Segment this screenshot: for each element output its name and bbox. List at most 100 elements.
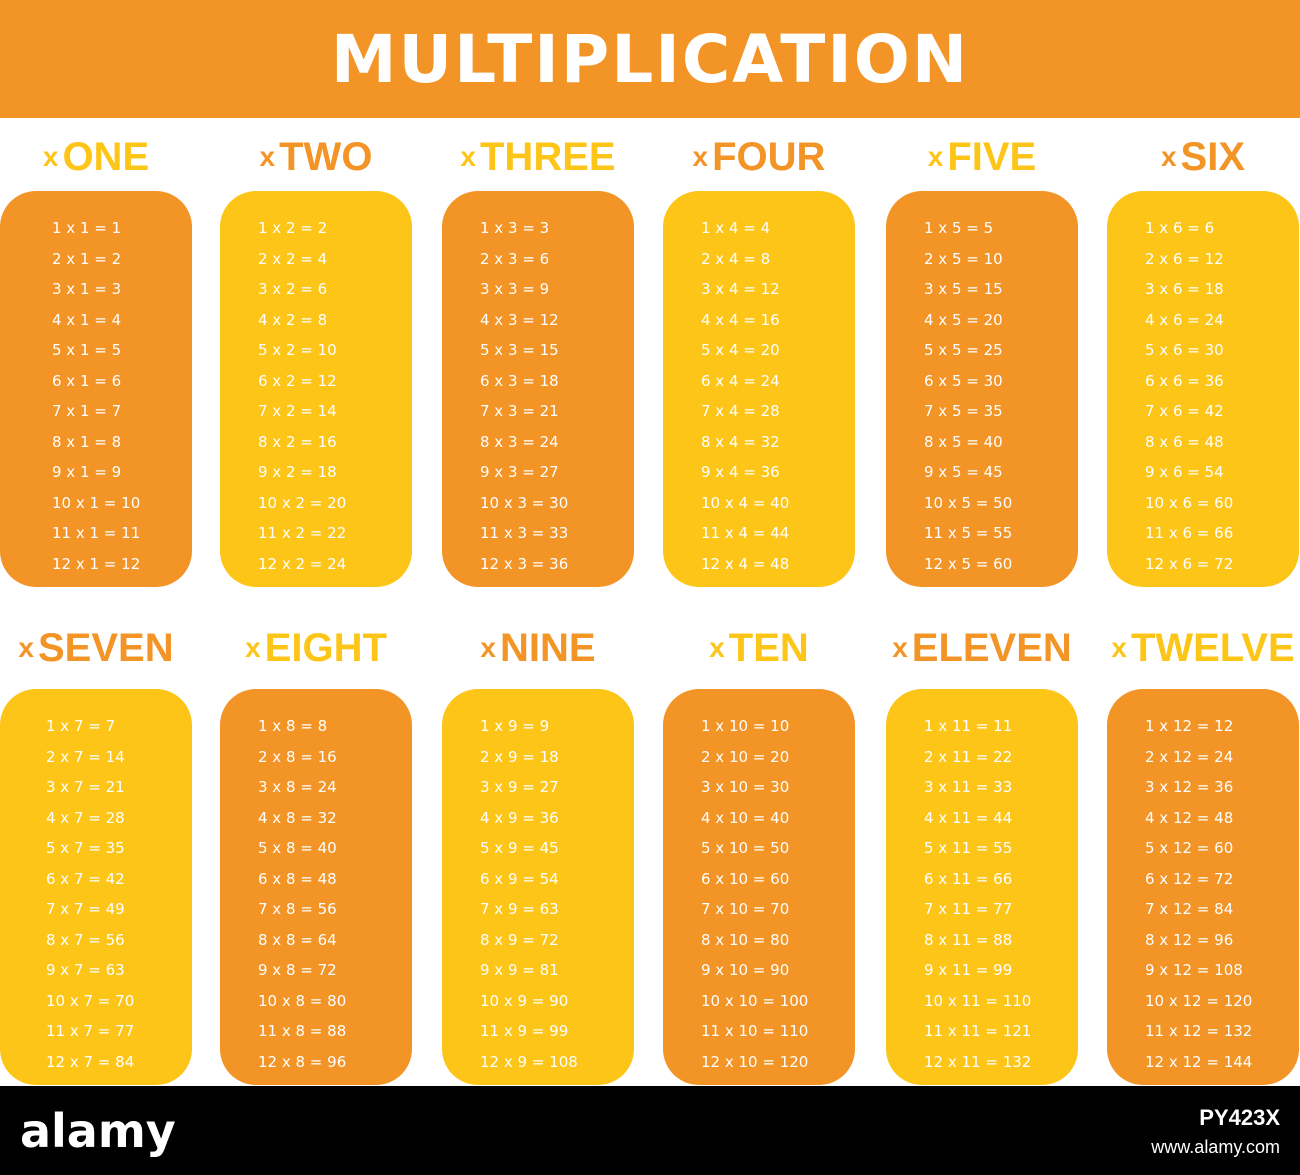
- fact-row: 4 x 2 = 8: [258, 310, 328, 329]
- table-word: SIX: [1180, 134, 1246, 179]
- fact-row: 5 x 8 = 40: [258, 839, 337, 857]
- times-sign: x: [480, 632, 496, 663]
- fact-row: 12 x 6 = 72: [1145, 554, 1234, 573]
- fact-row: 1 x 11 = 11: [924, 717, 1013, 735]
- table-card-five: 1 x 5 = 5 2 x 5 = 10 3 x 5 = 15 4 x 5 = 20 5…: [886, 191, 1078, 587]
- times-sign: x: [1160, 141, 1177, 172]
- fact-row: 9 x 6 = 54: [1145, 463, 1224, 481]
- table-word: THREE: [480, 134, 616, 179]
- page-title: MULTIPLICATION: [330, 20, 970, 98]
- table-card-twelve: 1 x 12 = 12 2 x 12 = 24 3 x 12 = 36 4 x 12 …: [1107, 689, 1299, 1085]
- table-heading-three: x THREE: [438, 127, 638, 187]
- fact-row: 3 x 8 = 24: [258, 778, 337, 796]
- fact-row: 6 x 7 = 42: [46, 869, 125, 888]
- table-card-eight: 1 x 8 = 8 2 x 8 = 16 3 x 8 = 24 4 x 8 = 32 5…: [220, 689, 412, 1085]
- fact-row: 2 x 2 = 4: [258, 249, 328, 268]
- fact-row: 6 x 8 = 48: [258, 869, 337, 888]
- image-id: PY423X: [1199, 1104, 1280, 1130]
- fact-row: 6 x 6 = 36: [1145, 371, 1224, 390]
- image-credit: PY423X www.alamy.com: [880, 1096, 1280, 1166]
- fact-row: 7 x 9 = 63: [480, 900, 559, 918]
- table-heading-four: x FOUR: [659, 127, 859, 187]
- fact-row: 8 x 8 = 64: [258, 930, 337, 949]
- fact-row: 10 x 9 = 90: [480, 991, 569, 1010]
- table-heading-six: x SIX: [1103, 127, 1300, 187]
- fact-row: 12 x 12 = 144: [1145, 1052, 1253, 1071]
- table-word: TWO: [279, 134, 373, 179]
- fact-row: 4 x 10 = 40: [701, 808, 790, 827]
- fact-row: 3 x 11 = 33: [924, 778, 1013, 796]
- fact-row: 7 x 4 = 28: [701, 402, 780, 420]
- fact-row: 2 x 7 = 14: [46, 747, 125, 766]
- table-word: FOUR: [712, 134, 826, 179]
- fact-row: 4 x 5 = 20: [924, 310, 1003, 329]
- fact-row: 5 x 7 = 35: [46, 839, 125, 857]
- fact-row: 12 x 3 = 36: [480, 554, 569, 573]
- table-card-seven: 1 x 7 = 7 2 x 7 = 14 3 x 7 = 21 4 x 7 = 28 5…: [0, 689, 192, 1085]
- fact-row: 2 x 3 = 6: [480, 249, 550, 268]
- table-card-ten: 1 x 10 = 10 2 x 10 = 20 3 x 10 = 30 4 x 10 …: [663, 689, 855, 1085]
- fact-row: 4 x 1 = 4: [52, 310, 122, 329]
- table-card-nine: 1 x 9 = 9 2 x 9 = 18 3 x 9 = 27 4 x 9 = 36 5…: [442, 689, 634, 1085]
- fact-row: 3 x 1 = 3: [52, 280, 122, 298]
- table-heading-nine: x NINE: [438, 618, 638, 678]
- fact-row: 6 x 12 = 72: [1145, 869, 1234, 888]
- table-word: TEN: [728, 625, 809, 670]
- fact-row: 10 x 3 = 30: [480, 493, 569, 512]
- table-word: TWELVE: [1130, 625, 1295, 670]
- table-heading-ten: x TEN: [659, 618, 859, 678]
- fact-row: 5 x 6 = 30: [1145, 341, 1224, 359]
- fact-row: 12 x 11 = 132: [924, 1052, 1032, 1071]
- fact-row: 10 x 11 = 110: [924, 991, 1032, 1010]
- fact-row: 5 x 10 = 50: [701, 839, 790, 857]
- fact-row: 10 x 4 = 40: [701, 493, 790, 512]
- fact-row: 10 x 10 = 100: [701, 991, 809, 1010]
- fact-row: 9 x 10 = 90: [701, 961, 790, 979]
- fact-row: 10 x 1 = 10: [52, 493, 141, 512]
- table-card-one: 1 x 1 = 1 2 x 1 = 2 3 x 1 = 3 4 x 1 = 4 5 x …: [0, 191, 192, 587]
- fact-row: 12 x 7 = 84: [46, 1052, 135, 1071]
- fact-row: 10 x 7 = 70: [46, 991, 135, 1010]
- fact-row: 11 x 8 = 88: [258, 1022, 347, 1040]
- fact-row: 8 x 7 = 56: [46, 930, 125, 949]
- table-heading-five: x FIVE: [882, 127, 1082, 187]
- fact-row: 3 x 5 = 15: [924, 280, 1003, 298]
- fact-row: 8 x 2 = 16: [258, 432, 337, 451]
- fact-row: 4 x 7 = 28: [46, 808, 125, 827]
- fact-row: 5 x 4 = 20: [701, 341, 780, 359]
- fact-row: 12 x 8 = 96: [258, 1052, 347, 1071]
- fact-row: 12 x 1 = 12: [52, 554, 141, 573]
- site-url: www.alamy.com: [1151, 1136, 1280, 1157]
- fact-row: 2 x 4 = 8: [701, 249, 771, 268]
- fact-row: 6 x 5 = 30: [924, 371, 1003, 390]
- fact-row: 1 x 8 = 8: [258, 717, 328, 735]
- fact-row: 10 x 5 = 50: [924, 493, 1013, 512]
- facts-list: 1 x 11 = 11 2 x 11 = 22 3 x 11 = 33 4 x 11 …: [924, 711, 1031, 1077]
- fact-row: 2 x 6 = 12: [1145, 249, 1224, 268]
- table-word: SEVEN: [37, 625, 174, 670]
- fact-row: 3 x 6 = 18: [1145, 280, 1224, 298]
- fact-row: 6 x 10 = 60: [701, 869, 790, 888]
- fact-row: 12 x 2 = 24: [258, 554, 347, 573]
- fact-row: 9 x 3 = 27: [480, 463, 559, 481]
- fact-row: 11 x 1 = 11: [52, 524, 141, 542]
- table-card-six: 1 x 6 = 6 2 x 6 = 12 3 x 6 = 18 4 x 6 = 24 5…: [1107, 191, 1299, 587]
- fact-row: 10 x 12 = 120: [1145, 991, 1253, 1010]
- table-heading-twelve: x TWELVE: [1103, 618, 1300, 678]
- fact-row: 7 x 8 = 56: [258, 900, 337, 918]
- table-heading-eleven: x ELEVEN: [882, 618, 1082, 678]
- fact-row: 11 x 5 = 55: [924, 524, 1013, 542]
- fact-row: 11 x 6 = 66: [1145, 524, 1234, 542]
- fact-row: 6 x 4 = 24: [701, 371, 780, 390]
- facts-list: 1 x 1 = 1 2 x 1 = 2 3 x 1 = 3 4 x 1 = 4 5 x …: [52, 213, 140, 579]
- fact-row: 8 x 11 = 88: [924, 930, 1013, 949]
- fact-row: 1 x 2 = 2: [258, 219, 328, 237]
- fact-row: 7 x 6 = 42: [1145, 402, 1224, 420]
- fact-row: 2 x 11 = 22: [924, 747, 1013, 766]
- fact-row: 8 x 1 = 8: [52, 432, 122, 451]
- title-banner: [0, 0, 1300, 118]
- table-heading-one: x ONE: [0, 127, 196, 187]
- facts-list: 1 x 9 = 9 2 x 9 = 18 3 x 9 = 27 4 x 9 = 36 5…: [480, 711, 578, 1077]
- fact-row: 4 x 12 = 48: [1145, 808, 1234, 827]
- fact-row: 2 x 8 = 16: [258, 747, 337, 766]
